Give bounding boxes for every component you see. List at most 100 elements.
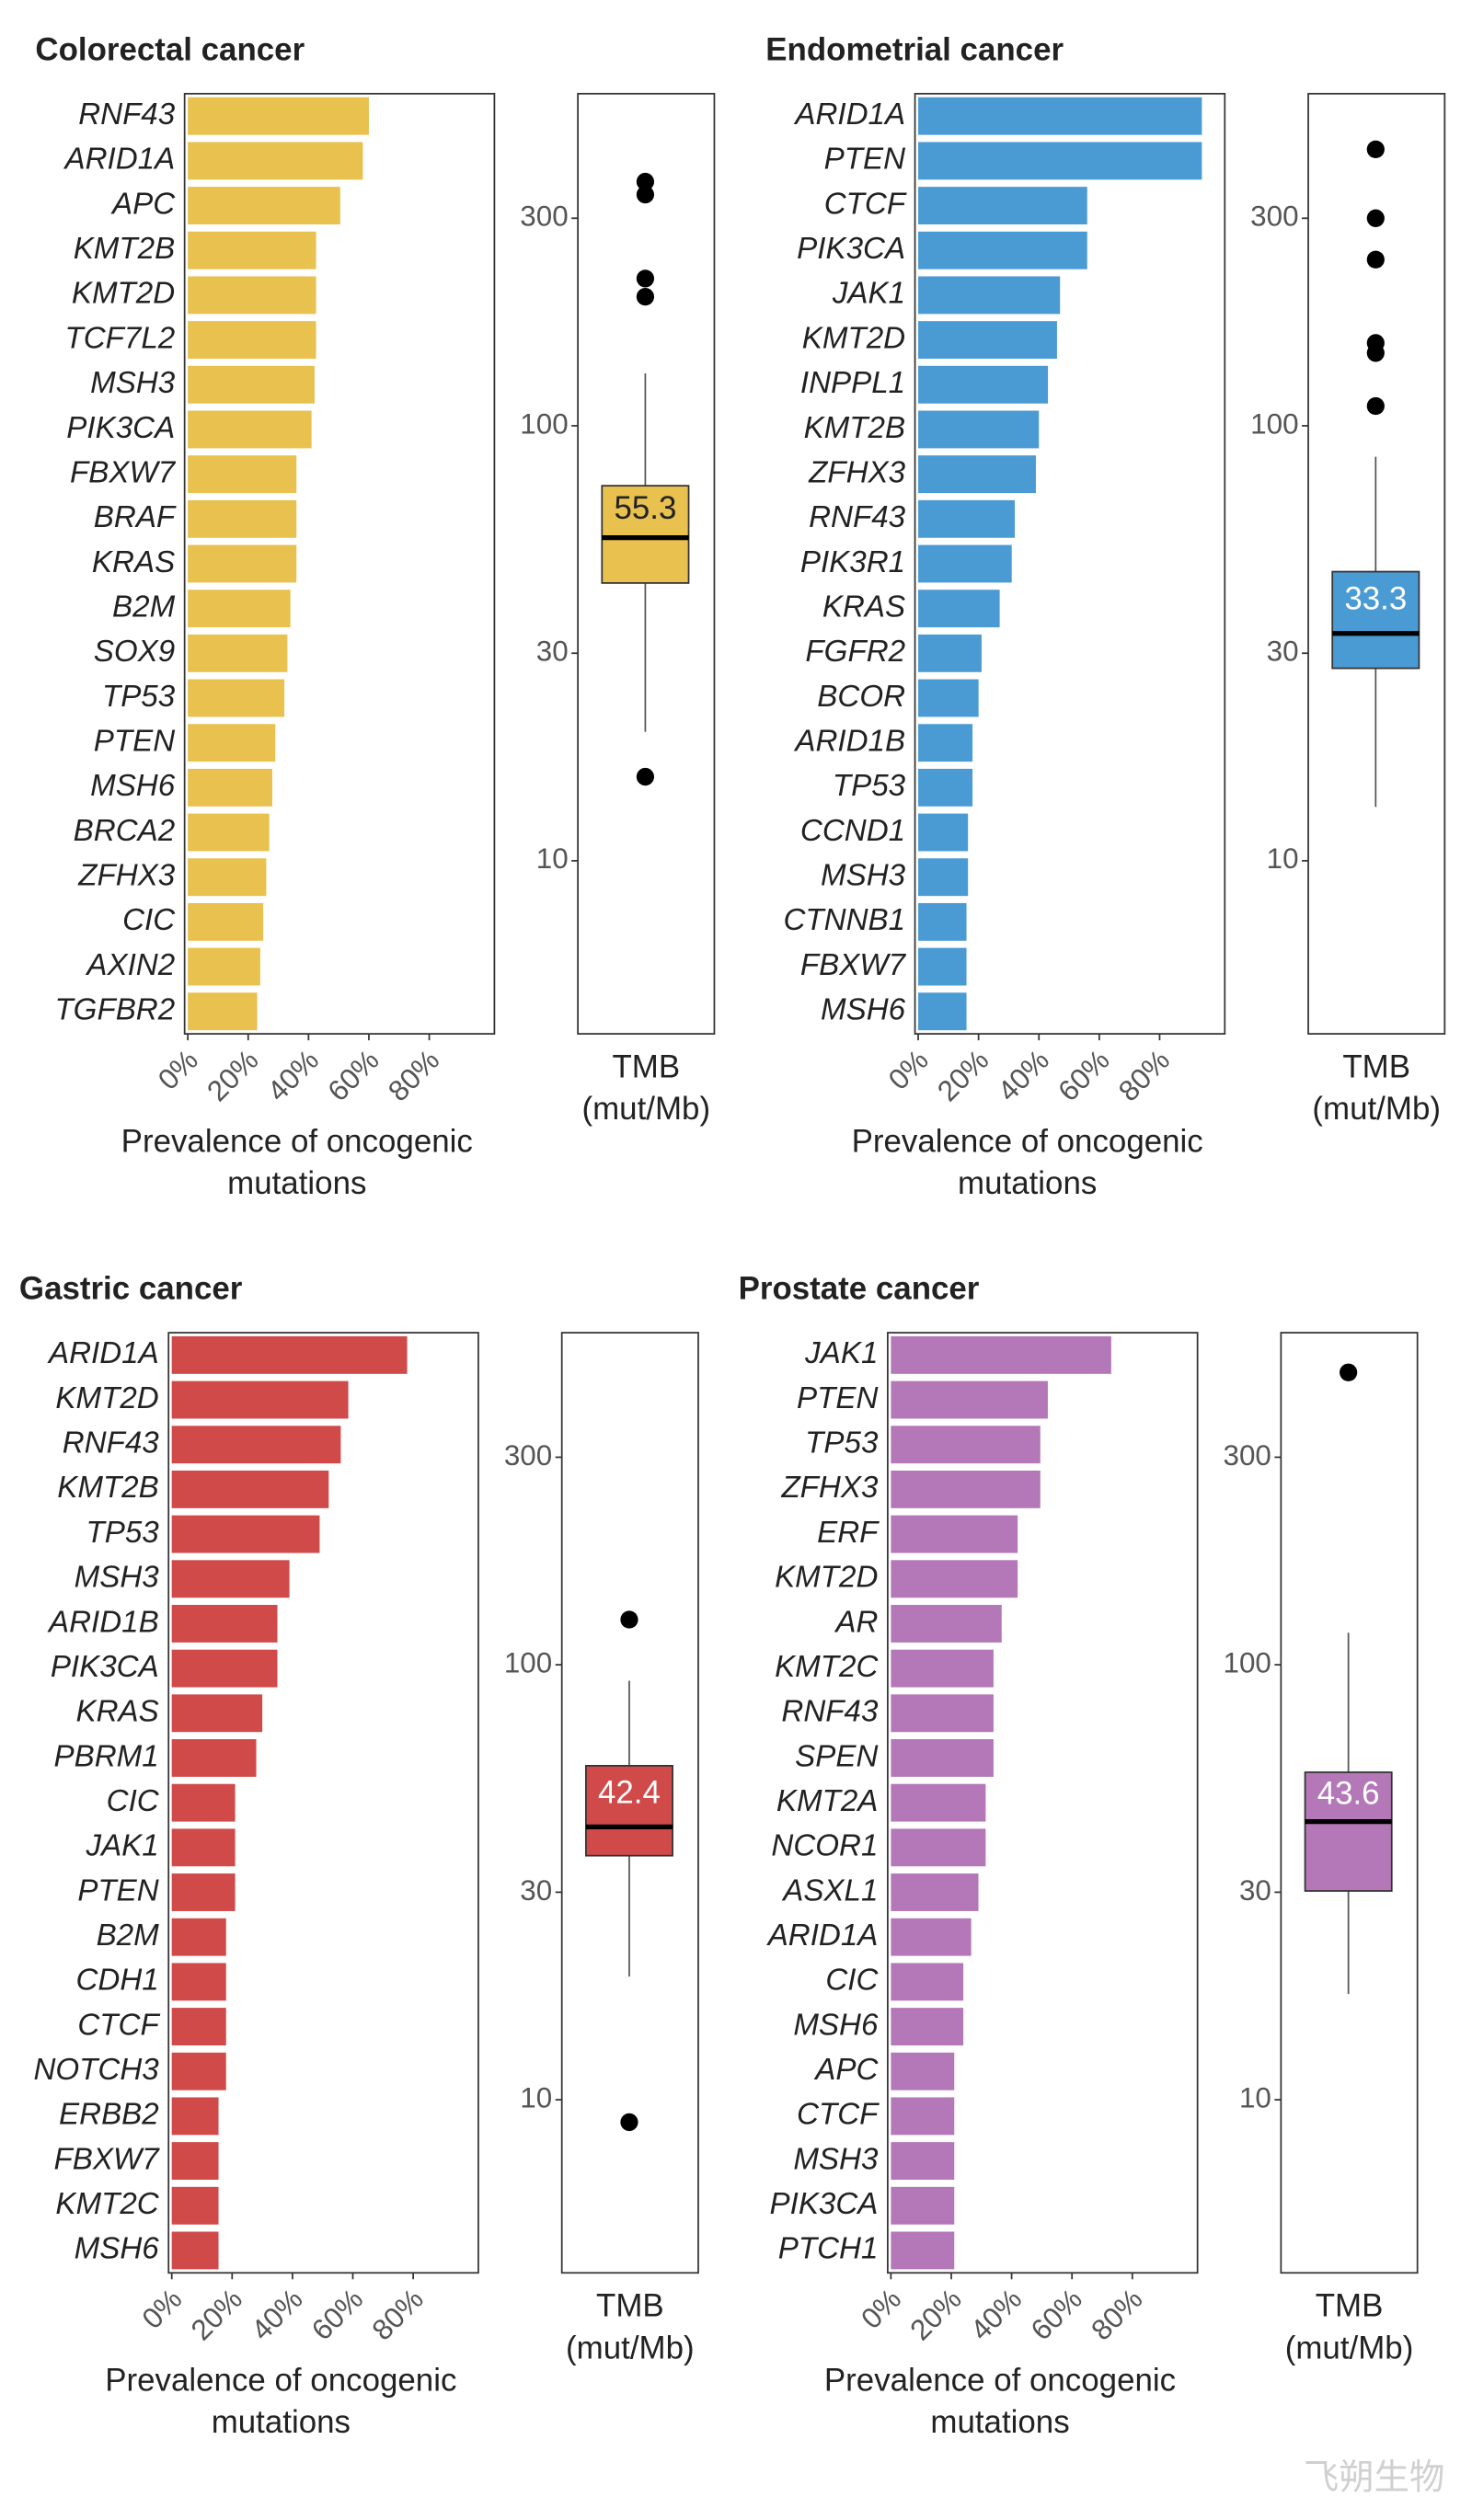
bar <box>188 902 264 941</box>
category-label: FBXW7 <box>800 948 907 982</box>
y-tick-label: 300 <box>1224 1438 1271 1472</box>
category-label: INPPL1 <box>800 366 905 400</box>
category-label: CCND1 <box>800 814 905 848</box>
category-label: TP53 <box>102 680 176 714</box>
bar <box>891 2142 955 2181</box>
y-tick-label: 100 <box>520 407 568 440</box>
category-label: FGFR2 <box>805 635 905 669</box>
bar <box>918 365 1049 404</box>
bar <box>188 187 340 225</box>
bar <box>188 858 267 897</box>
bar <box>171 1380 349 1419</box>
category-label: MSH6 <box>821 992 906 1026</box>
x-tick-label: 80% <box>365 2282 430 2346</box>
x-tick-label: 40% <box>991 1043 1055 1107</box>
bar <box>918 947 967 986</box>
category-label: B2M <box>97 1919 159 1953</box>
bar <box>188 142 363 180</box>
y-axis-label-box: TMB (mut/Mb) <box>566 2289 695 2366</box>
box <box>1331 570 1420 670</box>
bar <box>918 679 979 717</box>
category-label: MSH3 <box>821 858 906 892</box>
bar <box>171 1515 320 1553</box>
x-tick-label: 0% <box>151 1043 203 1096</box>
y-axis-label-box: TMB (mut/Mb) <box>1312 1050 1441 1128</box>
y-axis-label: TMB (mut/Mb) <box>1284 2288 1414 2367</box>
bar <box>171 1918 226 1956</box>
bar <box>918 410 1040 449</box>
category-label: PIK3CA <box>797 232 905 266</box>
bar <box>171 1739 257 1777</box>
bar <box>918 992 967 1031</box>
category-label: CDH1 <box>76 1964 159 1998</box>
category-label: KMT2D <box>55 1381 158 1415</box>
y-tick-label: 30 <box>520 1873 552 1907</box>
bar <box>188 768 272 807</box>
bar <box>171 1873 236 1911</box>
bar <box>171 2052 226 2090</box>
outlier <box>1366 344 1385 362</box>
category-label: MSH3 <box>793 2142 879 2176</box>
bar <box>891 1470 1041 1508</box>
bar <box>188 947 260 986</box>
bar <box>891 1783 986 1822</box>
category-label: PIK3R1 <box>800 545 905 579</box>
bar <box>918 724 973 762</box>
category-label: TP53 <box>86 1516 160 1550</box>
outlier <box>636 767 655 786</box>
category-label: APC <box>813 2053 879 2087</box>
y-tick-label: 10 <box>536 842 569 875</box>
category-label: PBRM1 <box>54 1739 159 1773</box>
bar <box>188 992 258 1031</box>
outlier <box>636 287 655 306</box>
category-label: ARID1B <box>793 724 905 758</box>
x-tick-label: 60% <box>321 1043 385 1107</box>
bar <box>918 187 1087 225</box>
bar <box>891 1426 1041 1464</box>
category-label: ARID1A <box>63 143 175 177</box>
bar <box>891 1739 994 1777</box>
y-tick-label: 300 <box>1250 200 1298 233</box>
category-label: PTEN <box>94 724 176 758</box>
bar <box>891 1649 994 1688</box>
category-label: RNF43 <box>63 1426 159 1460</box>
category-label: MSH3 <box>75 1560 160 1594</box>
bar <box>918 634 982 672</box>
category-label: ZFHX3 <box>780 1471 878 1505</box>
panel-title: Colorectal cancer <box>35 31 305 67</box>
x-tick-label: 0% <box>135 2282 188 2335</box>
category-label: TGFBR2 <box>54 992 175 1026</box>
category-label: MSH6 <box>793 2008 879 2042</box>
bar <box>918 321 1057 360</box>
category-label: SOX9 <box>94 635 175 669</box>
bar <box>891 2186 955 2225</box>
category-label: AR <box>834 1605 878 1639</box>
bar <box>188 499 297 538</box>
bar <box>171 1426 341 1464</box>
category-label: NOTCH3 <box>33 2053 159 2087</box>
x-axis-label-box: Prevalence of oncogenic mutations <box>121 1124 473 1201</box>
bar <box>918 813 969 852</box>
x-tick-label: 0% <box>881 1043 934 1096</box>
x-tick-label: 20% <box>201 1043 265 1107</box>
bar <box>188 365 315 404</box>
bar <box>171 1335 408 1374</box>
category-label: CIC <box>107 1784 160 1818</box>
x-tick-label: 20% <box>903 2282 968 2346</box>
y-axis-label-box: TMB (mut/Mb) <box>581 1050 710 1128</box>
category-label: ERF <box>817 1516 880 1550</box>
x-axis-label-box: Prevalence of oncogenic mutations <box>851 1124 1203 1202</box>
category-label: ZFHX3 <box>808 455 905 489</box>
category-label: KRAS <box>92 545 175 579</box>
bar <box>188 724 276 762</box>
category-label: KRAS <box>822 590 905 624</box>
bar <box>171 1828 236 1867</box>
category-label: RNF43 <box>78 97 175 132</box>
bar <box>891 1380 1048 1419</box>
category-label: PIK3CA <box>66 411 175 445</box>
x-axis-label: Prevalence of oncogenic mutations <box>851 1124 1203 1202</box>
y-axis-label-box: TMB (mut/Mb) <box>1284 2288 1414 2367</box>
category-label: JAK1 <box>832 277 905 311</box>
bar <box>918 97 1202 135</box>
category-label: KMT2C <box>55 2187 159 2221</box>
